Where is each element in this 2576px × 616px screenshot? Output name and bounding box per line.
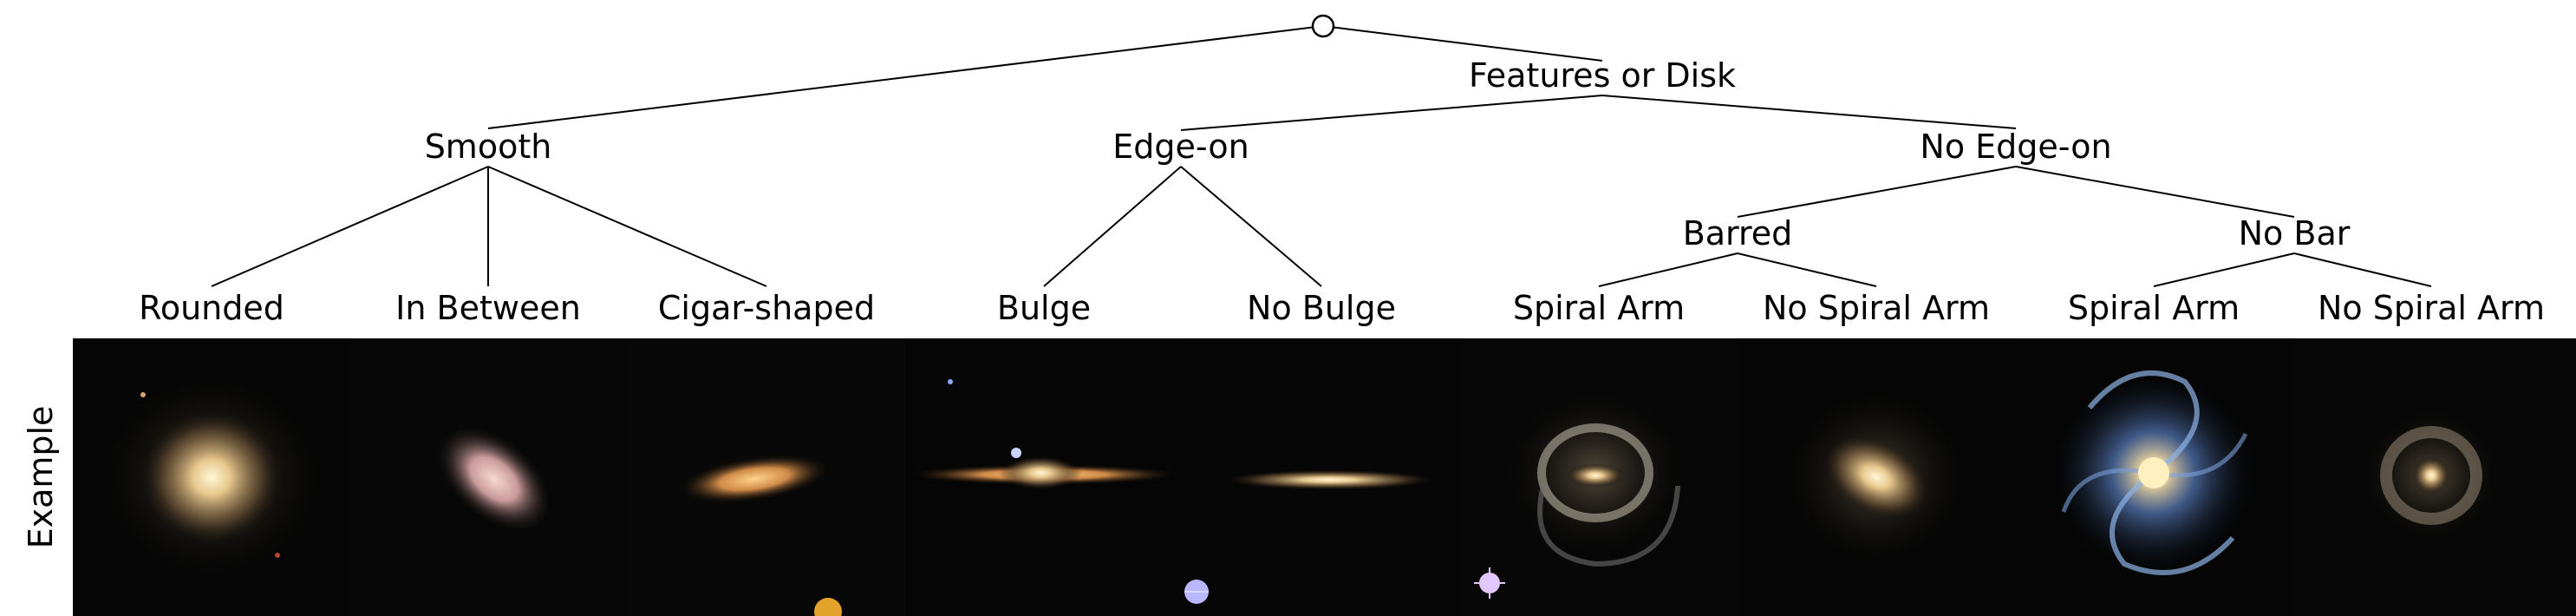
example-image-rounded bbox=[73, 338, 350, 616]
node-label-edgeon: Edge-on bbox=[1112, 128, 1249, 166]
edge-barred-to-barred-spiral bbox=[1598, 252, 1738, 287]
edge-nobar-to-nobar-nospiral bbox=[2293, 252, 2432, 287]
example-strip bbox=[73, 338, 2576, 616]
node-label-inbetween: In Between bbox=[395, 289, 581, 327]
example-image-cigar-shaped bbox=[628, 338, 905, 616]
edge-features-to-noedgeon bbox=[1601, 95, 2017, 129]
edge-smooth-to-rounded bbox=[211, 166, 489, 287]
example-row-label: Example bbox=[22, 406, 60, 549]
node-label-bulge: Bulge bbox=[997, 289, 1091, 327]
example-image-no-bar-no-spiral-arm bbox=[2292, 338, 2576, 616]
node-label-features: Features or Disk bbox=[1469, 56, 1736, 95]
example-image-barred-spiral-arm bbox=[1460, 338, 1738, 616]
edge-edgeon-to-bulge bbox=[1043, 166, 1182, 287]
tree-edges bbox=[211, 25, 2432, 287]
edge-noedgeon-to-barred bbox=[1737, 166, 2017, 218]
edge-features-to-edgeon bbox=[1180, 95, 1603, 131]
example-image-barred-no-spiral-arm bbox=[1738, 338, 2015, 616]
node-label-barred-nospiral: No Spiral Arm bbox=[1763, 289, 1990, 327]
node-label-barred: Barred bbox=[1683, 214, 1793, 252]
edge-edgeon-to-nobulge bbox=[1180, 166, 1322, 287]
edge-noedgeon-to-nobar bbox=[2015, 166, 2295, 218]
example-image-no-bar-spiral-arm bbox=[2015, 338, 2292, 616]
node-label-barred-spiral: Spiral Arm bbox=[1513, 289, 1685, 327]
example-image-in-between bbox=[350, 338, 628, 616]
tree-labels: Features or Disk Smooth Edge-on No Edge-on B… bbox=[139, 56, 2545, 327]
node-label-rounded: Rounded bbox=[139, 289, 284, 327]
edge-smooth-to-cigar bbox=[487, 166, 767, 287]
example-image-no-bulge bbox=[1183, 338, 1460, 616]
edge-nobar-to-nobar-spiral bbox=[2153, 252, 2295, 287]
node-label-cigar: Cigar-shaped bbox=[658, 289, 875, 327]
node-label-noedgeon: No Edge-on bbox=[1920, 128, 2111, 166]
edge-barred-to-barred-nospiral bbox=[1737, 252, 1877, 287]
node-label-nobulge: No Bulge bbox=[1247, 289, 1396, 327]
node-label-nobar: No Bar bbox=[2239, 214, 2351, 252]
example-image-bulge bbox=[905, 338, 1183, 616]
tree-root-node bbox=[1311, 14, 1335, 38]
node-label-nobar-nospiral: No Spiral Arm bbox=[2318, 289, 2545, 327]
node-label-nobar-spiral: Spiral Arm bbox=[2068, 289, 2240, 327]
edge-root-to-features bbox=[1322, 25, 1603, 62]
edge-root-to-smooth bbox=[487, 25, 1324, 129]
node-label-smooth: Smooth bbox=[425, 128, 552, 166]
